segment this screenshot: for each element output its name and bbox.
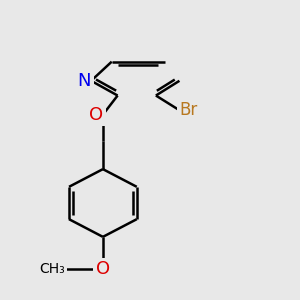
Text: O: O — [89, 106, 103, 124]
Text: O: O — [96, 260, 110, 278]
Text: N: N — [78, 72, 91, 90]
Text: O: O — [89, 106, 103, 124]
Text: N: N — [78, 72, 91, 90]
Text: CH₃: CH₃ — [39, 262, 64, 276]
Text: Br: Br — [179, 101, 198, 119]
Text: O: O — [96, 260, 110, 278]
Text: CH₃: CH₃ — [39, 262, 64, 276]
Text: Br: Br — [179, 101, 198, 119]
